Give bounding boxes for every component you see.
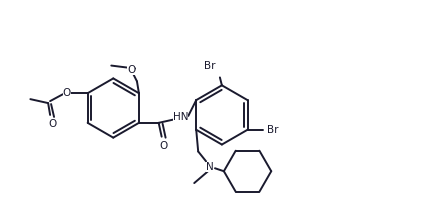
Text: Br: Br xyxy=(204,61,216,71)
Text: O: O xyxy=(63,88,71,98)
Text: O: O xyxy=(127,64,135,75)
Text: HN: HN xyxy=(173,112,188,122)
Text: O: O xyxy=(48,119,56,129)
Text: N: N xyxy=(206,162,214,172)
Text: Br: Br xyxy=(268,125,279,135)
Text: O: O xyxy=(159,141,168,150)
